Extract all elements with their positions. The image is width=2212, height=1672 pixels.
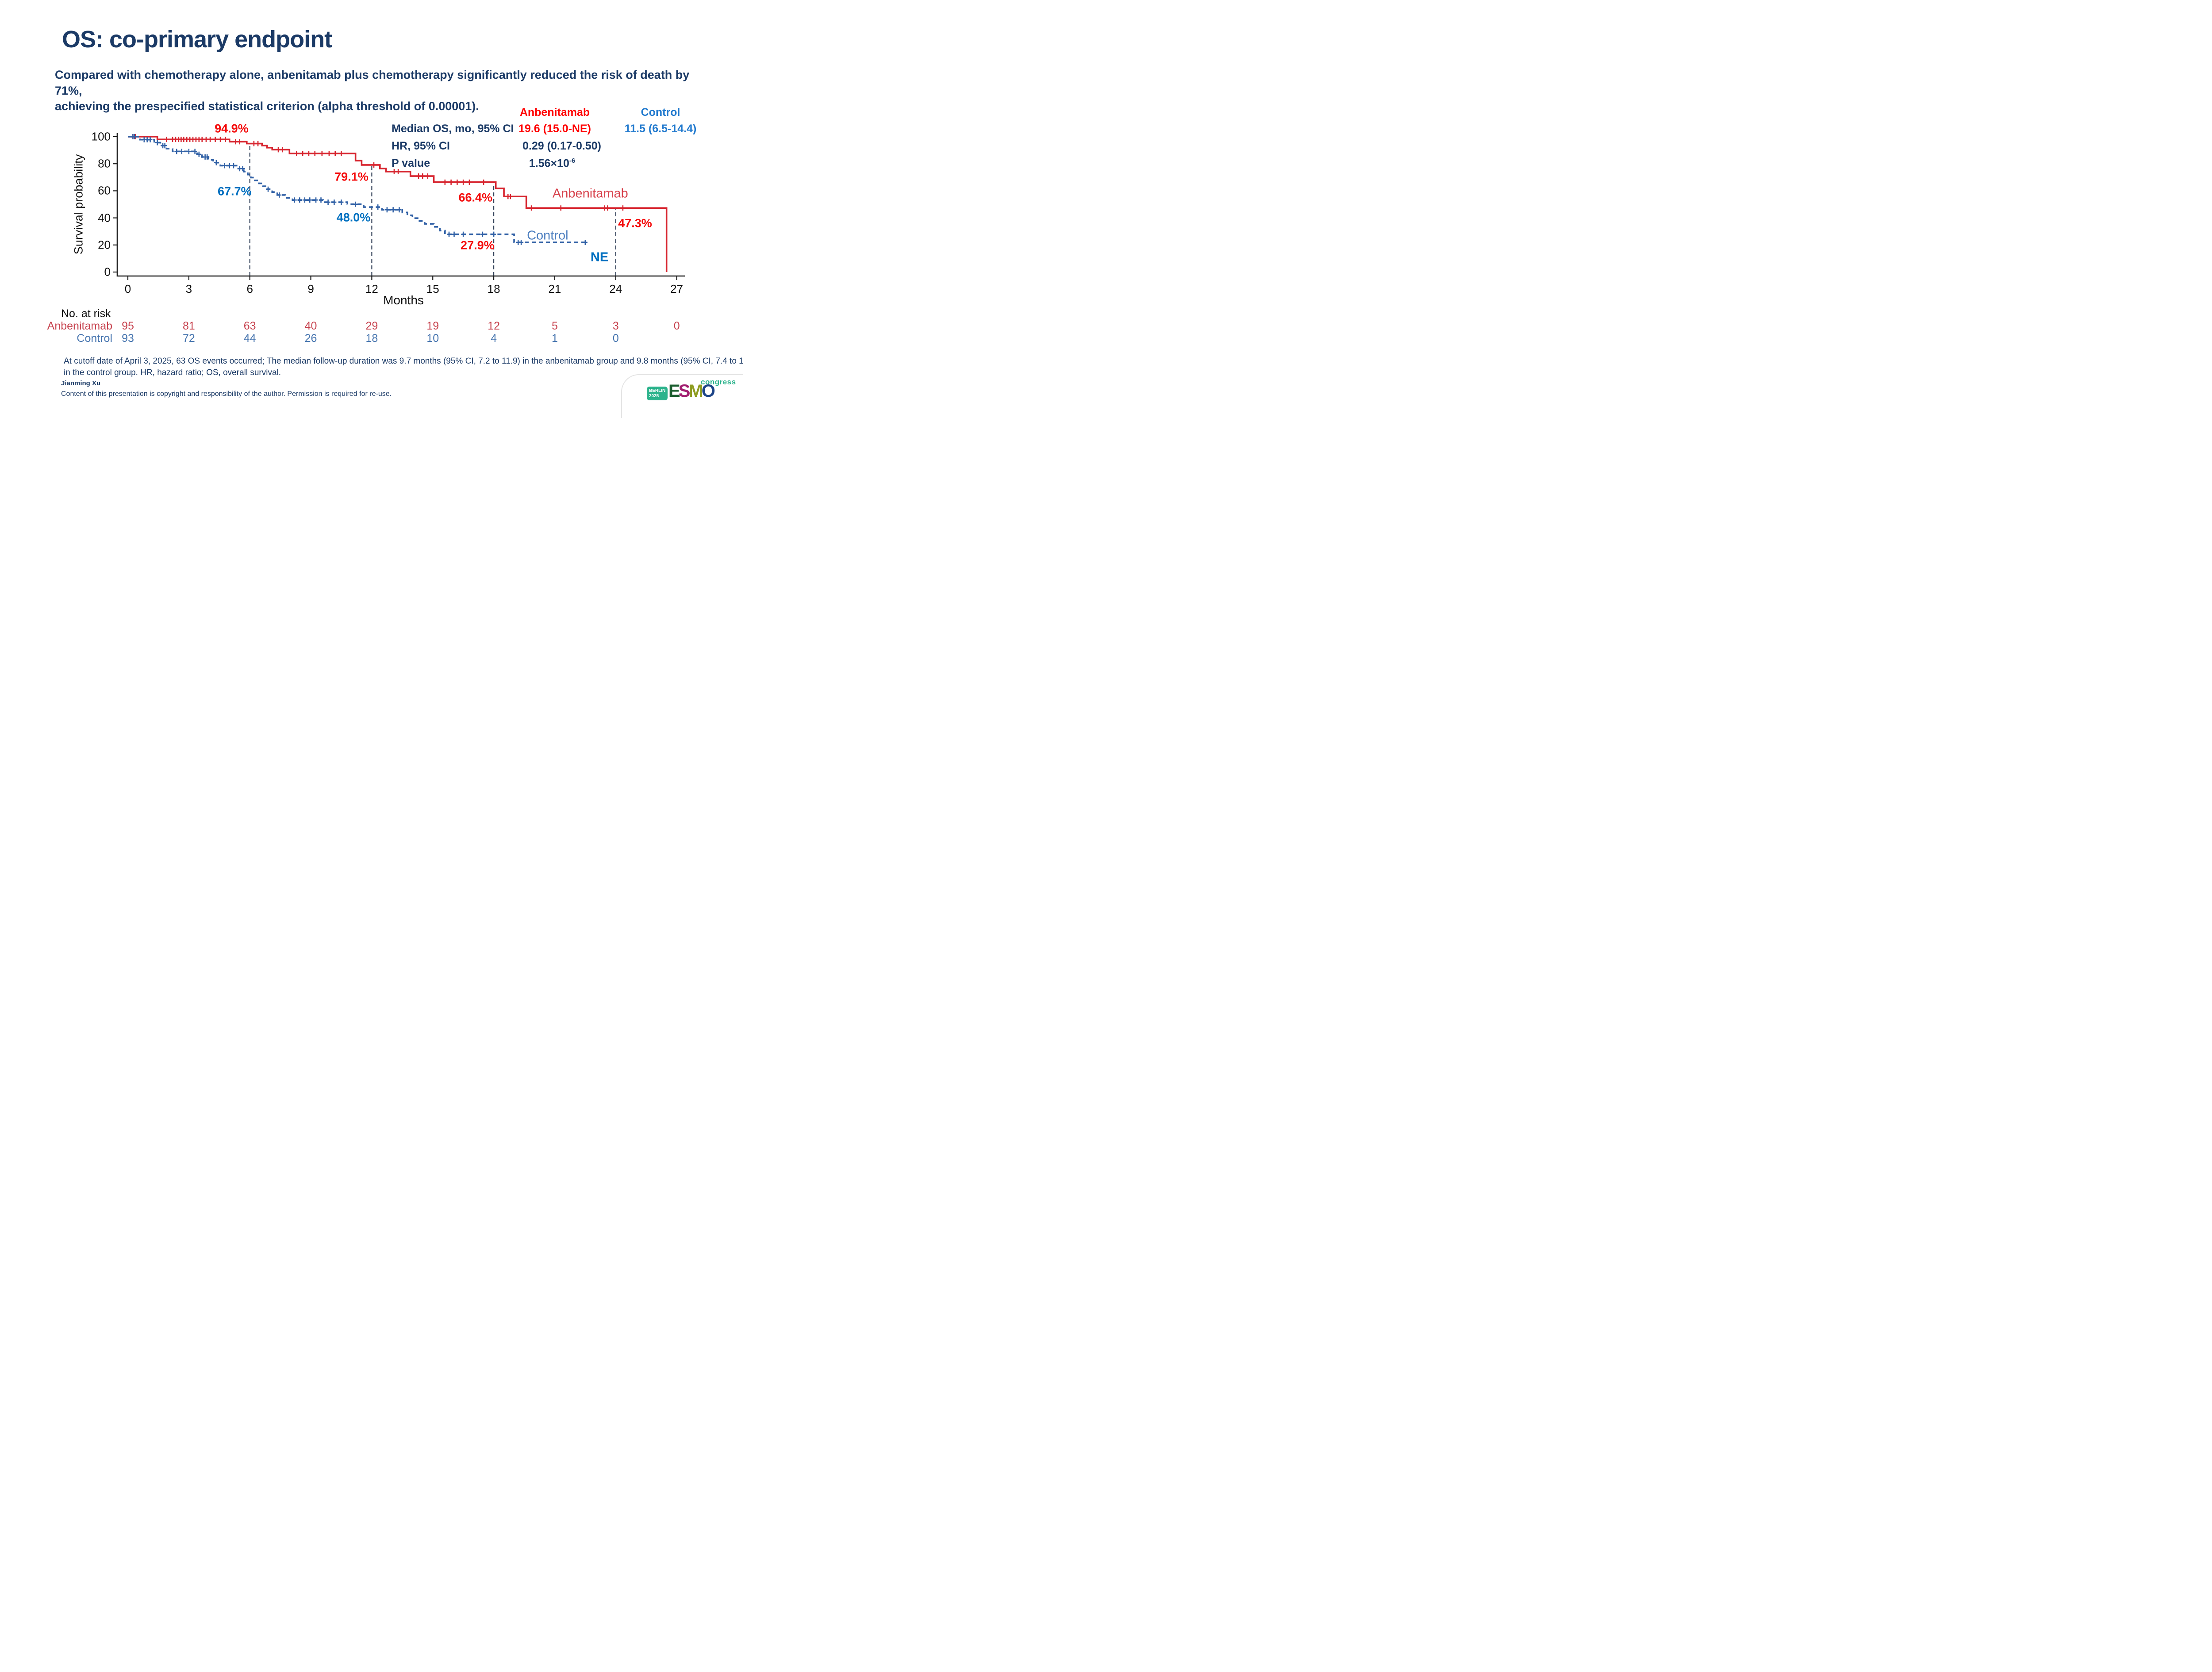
risk-anbenitamab-12mo: 29 [365,320,378,332]
y-tick-label-100: 100 [91,130,111,143]
y-axis-title: Survival probability [72,154,85,255]
stats-row-median-label: Median OS, mo, 95% CI [392,123,514,135]
risk-anbenitamab-21mo: 5 [551,320,558,332]
risk-table-heading: No. at risk [61,307,111,320]
esmo-letter-o: O [701,381,715,401]
annotation-677: 67.7% [217,184,252,198]
stats-row-median-control: 11.5 (6.5-14.4) [624,123,697,135]
esmo-logo-icon: ESMO [668,381,715,401]
pvalue-exponent: -6 [569,157,576,165]
esmo-letter-m: M [688,381,703,401]
copyright-text: Content of this presentation is copyrigh… [61,390,392,398]
x-axis-title: Months [383,293,424,307]
risk-anbenitamab-24mo: 3 [612,320,619,332]
subtitle-line-1: Compared with chemotherapy alone, anbeni… [55,68,690,97]
footnote-line-2: in the control group. HR, hazard ratio; … [64,368,281,377]
risk-control-15mo: 10 [426,332,439,345]
x-tick-label-9: 9 [307,282,314,295]
risk-anbenitamab-15mo: 19 [426,320,439,332]
risk-anbenitamab-18mo: 12 [488,320,500,332]
logo-card: BERLIN 2025 ESMO congress [621,374,743,418]
x-tick-label-3: 3 [185,282,192,295]
risk-control-21mo: 1 [551,332,558,345]
stats-row-hr-value: 0.29 (0.17-0.50) [522,140,601,152]
author-name: Jianming Xu [61,380,101,387]
curve-control [128,136,588,243]
risk-control-12mo: 18 [365,332,378,345]
logo-congress-label: congress [701,378,736,386]
risk-control-18mo: 4 [491,332,497,345]
y-tick-label-60: 60 [98,184,111,197]
censors-anbenitamab [132,134,624,211]
y-tick-label-0: 0 [104,265,111,279]
slide: OS: co-primary endpoint Compared with ch… [0,0,743,418]
x-tick-label-27: 27 [670,282,684,295]
logo-venue-line1: BERLIN [649,388,666,393]
x-tick-label-21: 21 [548,282,561,295]
risk-control-3mo: 72 [182,332,195,345]
x-tick-label-0: 0 [124,282,131,295]
annotation-480: 48.0% [336,211,371,224]
esmo-letter-e: E [668,381,680,401]
km-chart [113,133,685,280]
risk-anbenitamab-3mo: 81 [182,320,195,332]
x-tick-label-24: 24 [609,282,622,295]
risk-anbenitamab-27mo: 0 [673,320,680,332]
slide-subtitle: Compared with chemotherapy alone, anbeni… [55,67,710,115]
stats-row-pvalue-value: 1.56×10-6 [529,157,575,170]
x-tick-label-12: 12 [365,282,378,295]
y-tick-label-40: 40 [98,211,111,225]
esmo-letter-s: S [678,381,691,401]
esmo-berlin-badge: BERLIN 2025 [647,387,668,400]
risk-anbenitamab-0mo: 95 [122,320,134,332]
annotation-473: 47.3% [618,216,652,230]
stats-header-control: Control [641,106,680,119]
y-tick-label-80: 80 [98,157,111,170]
stats-row-pvalue-label: P value [392,157,430,169]
risk-control-9mo: 26 [304,332,317,345]
stats-row-median-anbenitamab: 19.6 (15.0-NE) [518,123,591,135]
annotation-279: 27.9% [461,238,495,252]
risk-control-6mo: 44 [243,332,256,345]
risk-anbenitamab-6mo: 63 [243,320,256,332]
x-tick-label-6: 6 [246,282,253,295]
pvalue-mantissa: 1.56×10 [529,157,569,170]
risk-row-label-anbenitamab: Anbenitamab [47,320,112,332]
risk-control-24mo: 0 [612,332,619,345]
x-tick-label-15: 15 [426,282,439,295]
risk-row-label-control: Control [77,332,112,345]
stats-header-anbenitamab: Anbenitamab [519,106,590,119]
annotation-ne: NE [590,250,609,265]
x-tick-label-18: 18 [487,282,500,295]
curve-anbenitamab [128,136,668,272]
annotation-791: 79.1% [334,170,369,184]
footnote-line-1: At cutoff date of April 3, 2025, 63 OS e… [64,357,743,366]
annotation-949: 94.9% [215,122,249,135]
stats-row-hr-label: HR, 95% CI [392,140,450,152]
y-tick-label-20: 20 [98,238,111,252]
censors-control [131,134,588,245]
annotation-anbenitamab: Anbenitamab [552,186,628,201]
annotation-664: 66.4% [458,191,493,204]
logo-venue-line2: 2025 [649,393,659,399]
annotation-control: Control [527,228,568,243]
subtitle-line-2: achieving the prespecified statistical c… [55,100,479,113]
risk-control-0mo: 93 [122,332,134,345]
risk-anbenitamab-9mo: 40 [304,320,317,332]
axes [116,133,685,277]
page-title: OS: co-primary endpoint [62,26,332,53]
